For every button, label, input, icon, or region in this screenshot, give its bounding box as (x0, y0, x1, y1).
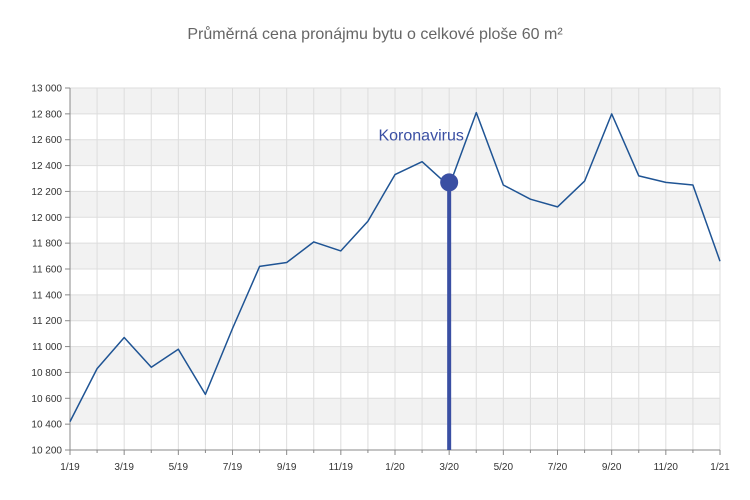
chart-title: Průměrná cena pronájmu bytu o celkové pl… (187, 26, 563, 43)
x-tick-label: 3/19 (114, 462, 134, 473)
y-tick-label: 12 400 (31, 161, 62, 172)
y-tick-label: 10 200 (31, 446, 62, 457)
y-tick-label: 11 000 (32, 342, 62, 353)
y-tick-label: 11 400 (32, 290, 62, 301)
x-tick-label: 1/19 (60, 462, 80, 473)
x-tick-label: 7/19 (223, 462, 243, 473)
annotation-marker (440, 173, 459, 192)
y-tick-label: 11 600 (32, 265, 62, 276)
x-tick-label: 5/19 (169, 462, 189, 473)
y-tick-label: 12 800 (31, 109, 62, 120)
x-tick-label: 7/20 (548, 462, 568, 473)
y-tick-label: 12 000 (31, 213, 62, 224)
x-tick-label: 3/20 (439, 462, 459, 473)
y-tick-label: 13 000 (31, 84, 62, 95)
y-tick-label: 12 200 (31, 187, 62, 198)
y-tick-label: 11 200 (32, 316, 62, 327)
x-tick-label: 11/20 (654, 462, 679, 473)
x-tick-label: 5/20 (494, 462, 514, 473)
x-tick-label: 9/20 (602, 462, 622, 473)
y-tick-label: 10 800 (31, 368, 62, 379)
y-tick-label: 11 800 (32, 239, 62, 250)
series-line (69, 111, 721, 422)
y-tick-label: 10 400 (31, 420, 62, 431)
y-tick-label: 10 600 (31, 394, 62, 405)
y-tick-label: 12 600 (31, 135, 62, 146)
annotation-label: Koronavirus (378, 127, 463, 144)
x-tick-label: 11/19 (329, 462, 354, 473)
x-tick-label: 9/19 (277, 462, 297, 473)
x-tick-label: 1/21 (710, 462, 730, 473)
x-tick-label: 1/20 (385, 462, 405, 473)
